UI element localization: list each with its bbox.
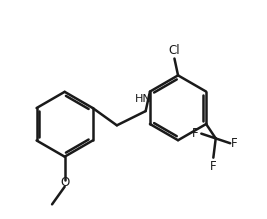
Text: F: F: [192, 127, 199, 140]
Text: Cl: Cl: [169, 44, 180, 57]
Text: F: F: [210, 160, 217, 173]
Text: O: O: [60, 176, 69, 189]
Text: F: F: [231, 137, 238, 150]
Text: HN: HN: [135, 94, 152, 104]
